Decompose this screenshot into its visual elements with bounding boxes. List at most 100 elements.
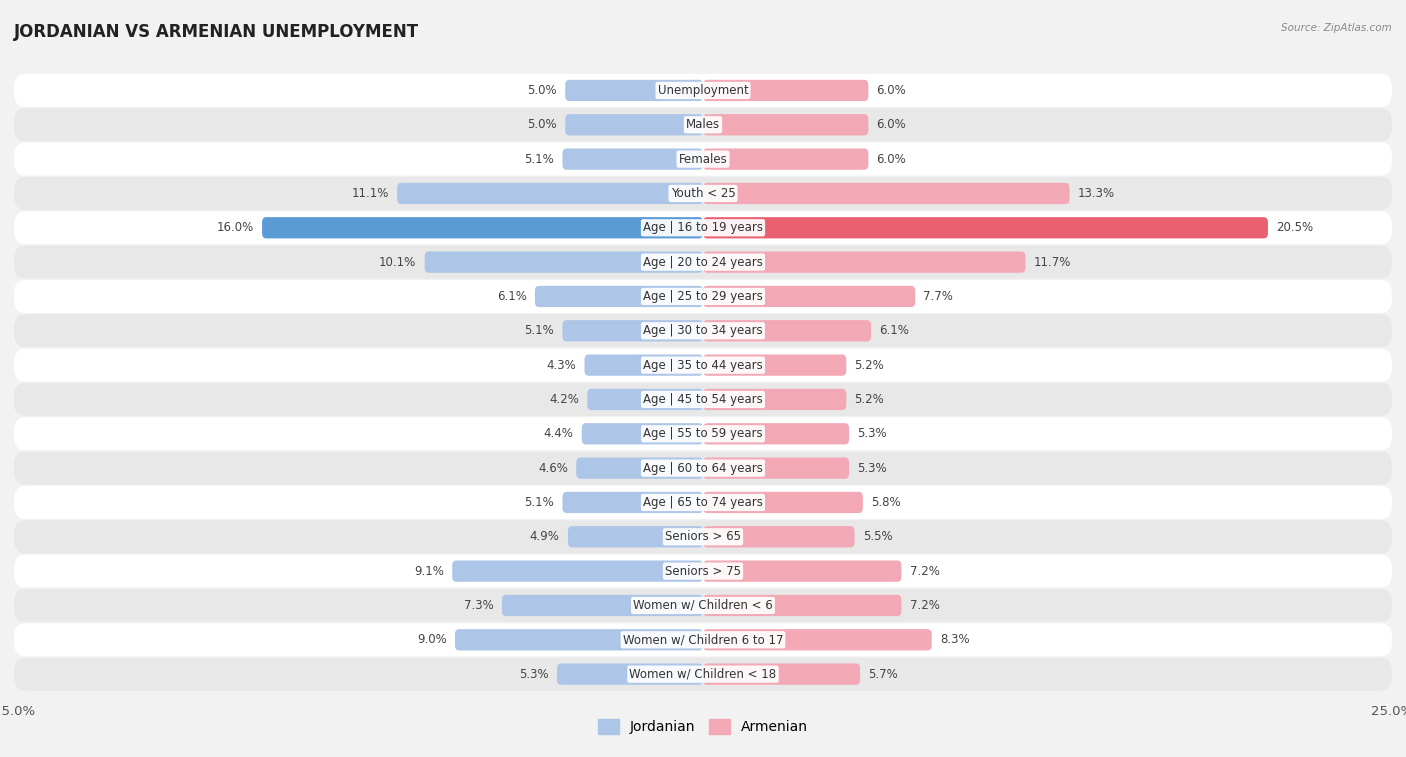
Text: 8.3%: 8.3% xyxy=(941,634,970,646)
FancyBboxPatch shape xyxy=(703,79,869,101)
Text: Women w/ Children 6 to 17: Women w/ Children 6 to 17 xyxy=(623,634,783,646)
Text: Age | 65 to 74 years: Age | 65 to 74 years xyxy=(643,496,763,509)
Text: 5.3%: 5.3% xyxy=(519,668,548,681)
FancyBboxPatch shape xyxy=(14,177,1392,210)
Text: Females: Females xyxy=(679,153,727,166)
FancyBboxPatch shape xyxy=(14,658,1392,690)
FancyBboxPatch shape xyxy=(565,79,703,101)
FancyBboxPatch shape xyxy=(703,182,1070,204)
FancyBboxPatch shape xyxy=(14,142,1392,176)
FancyBboxPatch shape xyxy=(456,629,703,650)
Text: 5.8%: 5.8% xyxy=(872,496,901,509)
FancyBboxPatch shape xyxy=(582,423,703,444)
FancyBboxPatch shape xyxy=(703,286,915,307)
Text: 6.0%: 6.0% xyxy=(876,118,907,131)
Text: Seniors > 75: Seniors > 75 xyxy=(665,565,741,578)
FancyBboxPatch shape xyxy=(14,520,1392,553)
FancyBboxPatch shape xyxy=(703,320,872,341)
Text: Age | 16 to 19 years: Age | 16 to 19 years xyxy=(643,221,763,234)
Text: 5.0%: 5.0% xyxy=(527,84,557,97)
Text: Source: ZipAtlas.com: Source: ZipAtlas.com xyxy=(1281,23,1392,33)
FancyBboxPatch shape xyxy=(396,182,703,204)
Text: 4.3%: 4.3% xyxy=(547,359,576,372)
FancyBboxPatch shape xyxy=(588,389,703,410)
Legend: Jordanian, Armenian: Jordanian, Armenian xyxy=(592,714,814,740)
Text: Age | 60 to 64 years: Age | 60 to 64 years xyxy=(643,462,763,475)
Text: Age | 35 to 44 years: Age | 35 to 44 years xyxy=(643,359,763,372)
Text: 4.4%: 4.4% xyxy=(544,427,574,441)
FancyBboxPatch shape xyxy=(562,320,703,341)
FancyBboxPatch shape xyxy=(703,251,1025,273)
FancyBboxPatch shape xyxy=(14,108,1392,142)
Text: Women w/ Children < 6: Women w/ Children < 6 xyxy=(633,599,773,612)
Text: 9.1%: 9.1% xyxy=(415,565,444,578)
Text: 5.5%: 5.5% xyxy=(863,531,893,544)
Text: 9.0%: 9.0% xyxy=(418,634,447,646)
FancyBboxPatch shape xyxy=(14,280,1392,313)
Text: 7.2%: 7.2% xyxy=(910,565,939,578)
Text: Women w/ Children < 18: Women w/ Children < 18 xyxy=(630,668,776,681)
Text: 4.6%: 4.6% xyxy=(538,462,568,475)
Text: 16.0%: 16.0% xyxy=(217,221,254,234)
FancyBboxPatch shape xyxy=(585,354,703,375)
Text: 5.1%: 5.1% xyxy=(524,153,554,166)
FancyBboxPatch shape xyxy=(14,245,1392,279)
FancyBboxPatch shape xyxy=(703,629,932,650)
Text: 5.3%: 5.3% xyxy=(858,462,887,475)
Text: Unemployment: Unemployment xyxy=(658,84,748,97)
Text: Age | 45 to 54 years: Age | 45 to 54 years xyxy=(643,393,763,406)
Text: 11.1%: 11.1% xyxy=(352,187,389,200)
FancyBboxPatch shape xyxy=(14,623,1392,656)
FancyBboxPatch shape xyxy=(14,314,1392,347)
Text: 10.1%: 10.1% xyxy=(380,256,416,269)
Text: Age | 25 to 29 years: Age | 25 to 29 years xyxy=(643,290,763,303)
FancyBboxPatch shape xyxy=(557,663,703,685)
FancyBboxPatch shape xyxy=(534,286,703,307)
FancyBboxPatch shape xyxy=(576,457,703,478)
FancyBboxPatch shape xyxy=(14,383,1392,416)
Text: 6.1%: 6.1% xyxy=(496,290,527,303)
Text: Seniors > 65: Seniors > 65 xyxy=(665,531,741,544)
Text: 13.3%: 13.3% xyxy=(1078,187,1115,200)
FancyBboxPatch shape xyxy=(14,211,1392,245)
Text: Age | 30 to 34 years: Age | 30 to 34 years xyxy=(643,324,763,338)
FancyBboxPatch shape xyxy=(703,560,901,582)
Text: 20.5%: 20.5% xyxy=(1277,221,1313,234)
FancyBboxPatch shape xyxy=(703,457,849,478)
FancyBboxPatch shape xyxy=(703,595,901,616)
FancyBboxPatch shape xyxy=(565,114,703,136)
Text: 6.1%: 6.1% xyxy=(879,324,910,338)
FancyBboxPatch shape xyxy=(703,217,1268,238)
FancyBboxPatch shape xyxy=(14,589,1392,622)
FancyBboxPatch shape xyxy=(703,526,855,547)
Text: 5.1%: 5.1% xyxy=(524,324,554,338)
FancyBboxPatch shape xyxy=(14,486,1392,519)
FancyBboxPatch shape xyxy=(703,354,846,375)
FancyBboxPatch shape xyxy=(703,492,863,513)
Text: 5.0%: 5.0% xyxy=(527,118,557,131)
FancyBboxPatch shape xyxy=(14,74,1392,107)
Text: 5.1%: 5.1% xyxy=(524,496,554,509)
FancyBboxPatch shape xyxy=(703,148,869,170)
Text: 11.7%: 11.7% xyxy=(1033,256,1071,269)
FancyBboxPatch shape xyxy=(14,452,1392,484)
Text: 5.2%: 5.2% xyxy=(855,393,884,406)
FancyBboxPatch shape xyxy=(502,595,703,616)
Text: 7.7%: 7.7% xyxy=(924,290,953,303)
Text: 6.0%: 6.0% xyxy=(876,153,907,166)
Text: Males: Males xyxy=(686,118,720,131)
Text: Youth < 25: Youth < 25 xyxy=(671,187,735,200)
FancyBboxPatch shape xyxy=(562,148,703,170)
Text: 7.2%: 7.2% xyxy=(910,599,939,612)
FancyBboxPatch shape xyxy=(562,492,703,513)
Text: 5.2%: 5.2% xyxy=(855,359,884,372)
Text: Age | 20 to 24 years: Age | 20 to 24 years xyxy=(643,256,763,269)
Text: 7.3%: 7.3% xyxy=(464,599,494,612)
FancyBboxPatch shape xyxy=(703,663,860,685)
FancyBboxPatch shape xyxy=(262,217,703,238)
FancyBboxPatch shape xyxy=(425,251,703,273)
Text: JORDANIAN VS ARMENIAN UNEMPLOYMENT: JORDANIAN VS ARMENIAN UNEMPLOYMENT xyxy=(14,23,419,41)
Text: 5.7%: 5.7% xyxy=(869,668,898,681)
Text: 4.2%: 4.2% xyxy=(550,393,579,406)
FancyBboxPatch shape xyxy=(703,389,846,410)
